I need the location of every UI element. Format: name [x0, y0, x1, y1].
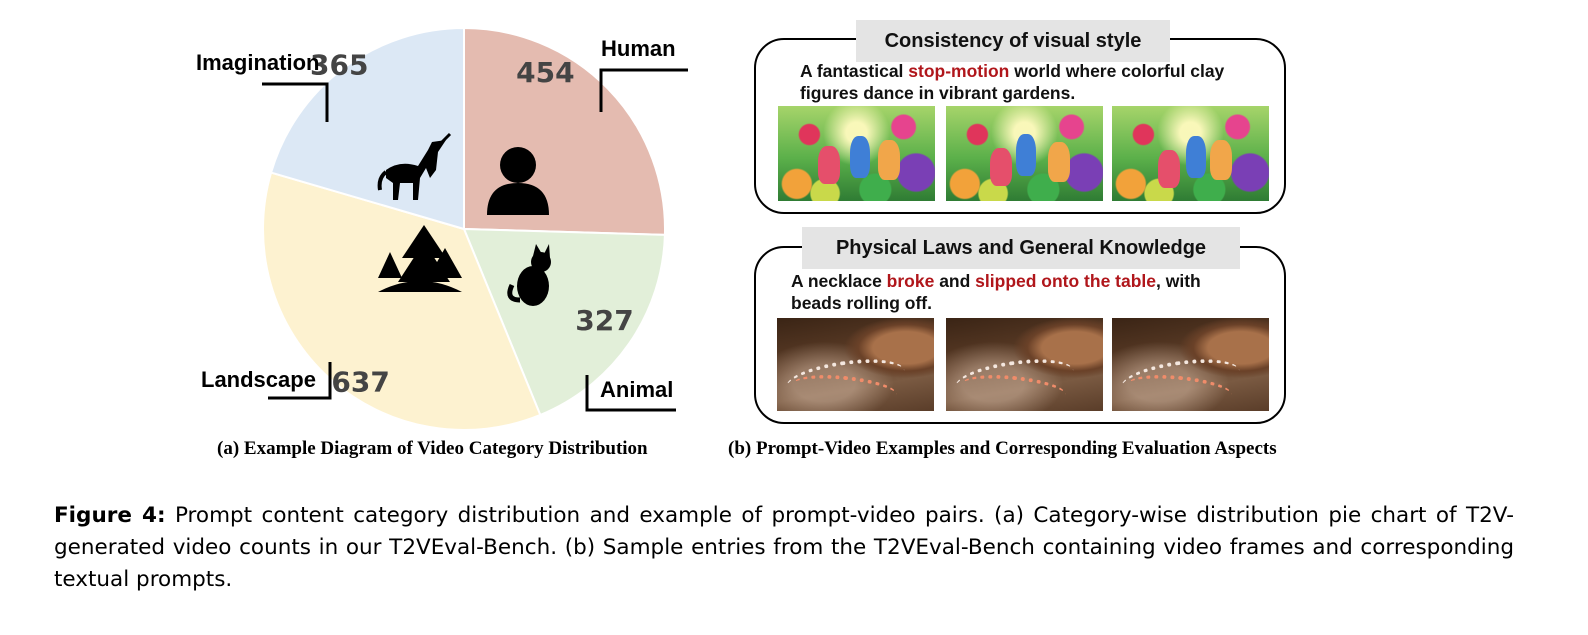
figure-caption-label: Figure 4: — [54, 503, 166, 528]
label-imagination: Imagination — [196, 50, 319, 75]
prompt-part: and — [934, 271, 976, 291]
pie-value-human: 454 — [516, 56, 574, 89]
subcaption-a: (a) Example Diagram of Video Category Di… — [217, 438, 648, 459]
person-icon — [487, 147, 549, 215]
prompt-part: A fantastical — [800, 61, 909, 81]
prompt-highlight: stop-motion — [908, 61, 1010, 81]
subcaption-b: (b) Prompt-Video Examples and Correspond… — [728, 438, 1277, 459]
prompt-highlight: slipped onto the table — [975, 271, 1157, 291]
prompt-part: A necklace — [791, 271, 887, 291]
label-human: Human — [601, 36, 676, 61]
prompt-highlight: broke — [886, 271, 935, 291]
label-landscape: Landscape — [201, 367, 316, 392]
figure-caption-text: Prompt content category distribution and… — [54, 503, 1515, 592]
pie-value-animal: 327 — [575, 304, 633, 337]
video-frame-1 — [778, 106, 935, 201]
figure-caption: Figure 4: Prompt content category distri… — [54, 500, 1514, 596]
video-frame-2 — [946, 106, 1103, 201]
pie-value-landscape: 637 — [331, 366, 389, 399]
video-frame-4 — [777, 318, 934, 411]
prompt-visual-style: A fantastical stop-motion world where co… — [800, 60, 1230, 104]
prompt-physical-laws: A necklace broke and slipped onto the ta… — [791, 270, 1251, 314]
cat-icon — [507, 244, 551, 306]
prompt-part: , with beads rolling off. — [791, 271, 1201, 313]
panel-title-visual-style: Consistency of visual style — [856, 20, 1170, 62]
pie-slice-animal — [462, 227, 666, 417]
trees-icon — [378, 225, 462, 292]
prompt-part: world where colorful clay figures dance … — [800, 61, 1225, 103]
pie-value-imagination: 365 — [310, 48, 368, 81]
video-frame-3 — [1112, 106, 1269, 201]
unicorn-icon — [377, 132, 452, 200]
panel-title-physical-laws: Physical Laws and General Knowledge — [802, 227, 1240, 269]
category-pie-chart: 454 327 637 365 Imagination Human Landscape… — [196, 26, 688, 431]
video-frame-5 — [946, 318, 1103, 411]
label-animal: Animal — [600, 377, 673, 402]
video-frame-6 — [1112, 318, 1269, 411]
